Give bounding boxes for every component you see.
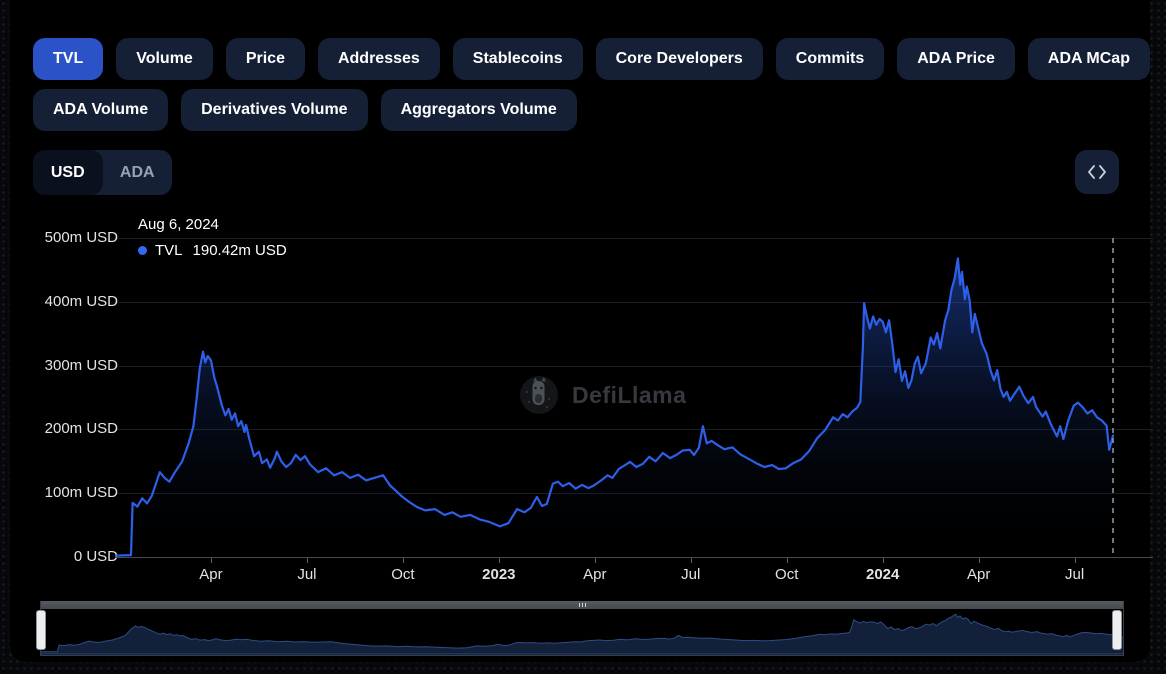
y-axis-label: 300m USD [44, 356, 118, 374]
x-axis-label: Apr [199, 566, 223, 583]
gridline [115, 365, 1153, 367]
tab-stablecoins[interactable]: Stablecoins [452, 38, 583, 80]
x-axis-tick [498, 558, 500, 563]
navigator-right-handle[interactable] [1112, 610, 1122, 650]
llama-logo-icon [520, 376, 558, 414]
y-axis-label: 0 USD [73, 548, 118, 565]
denomination-option-usd[interactable]: USD [33, 150, 103, 195]
chart-tooltip: Aug 6, 2024 TVL 190.42m USD [138, 216, 287, 259]
x-axis-tick [210, 558, 212, 563]
x-axis-tick [978, 558, 980, 563]
tab-addresses[interactable]: Addresses [317, 38, 440, 80]
tab-ada-volume[interactable]: ADA Volume [33, 89, 169, 131]
tab-derivatives-volume[interactable]: Derivatives Volume [181, 89, 368, 131]
tab-volume[interactable]: Volume [116, 38, 213, 80]
x-axis-label: Oct [391, 566, 415, 583]
y-axis-label: 200m USD [44, 420, 118, 438]
denomination-toggle: USD ADA [33, 150, 172, 195]
code-embed-icon [1088, 165, 1106, 179]
navigator-left-handle[interactable] [36, 610, 46, 650]
tab-ada-mcap[interactable]: ADA MCap [1027, 38, 1150, 80]
tab-core-developers[interactable]: Core Developers [595, 38, 763, 80]
x-axis-tick [306, 558, 308, 563]
gridline [115, 238, 1153, 239]
x-axis-tick [594, 558, 596, 563]
x-axis-label: Apr [583, 566, 607, 583]
tab-commits[interactable]: Commits [775, 38, 885, 80]
gridline [115, 429, 1153, 431]
tooltip-series-label: TVL [155, 242, 183, 259]
tab-tvl[interactable]: TVL [33, 38, 104, 80]
x-axis-tick [882, 558, 884, 563]
denomination-option-ada[interactable]: ADA [119, 163, 155, 181]
x-axis-tick [402, 558, 404, 563]
tooltip-date: Aug 6, 2024 [138, 216, 219, 233]
tab-price[interactable]: Price [225, 38, 305, 80]
y-axis-label: 500m USD [44, 229, 118, 246]
x-axis-line [115, 557, 1153, 558]
x-axis-label: 2024 [866, 566, 900, 583]
navigator-right-edge [1123, 601, 1124, 656]
x-axis-label: Oct [775, 566, 799, 583]
x-axis-label: Apr [966, 566, 991, 583]
watermark-brand-text: DefiLlama [572, 381, 687, 408]
tab-aggregators-volume[interactable]: Aggregators Volume [380, 89, 577, 131]
tooltip-value: 190.42m USD [192, 242, 287, 259]
x-axis-tick [786, 558, 788, 563]
metric-tabs-row1: TVL Volume Price Addresses Stablecoins Core D… [33, 38, 1150, 80]
x-axis-label: Jul [1065, 566, 1085, 583]
x-axis-tick [1074, 558, 1076, 563]
x-axis-label: Jul [681, 566, 701, 583]
tvl-area-chart[interactable] [115, 238, 1153, 557]
metric-tabs-row2: ADA Volume Derivatives Volume Aggregators … [33, 89, 577, 131]
tab-ada-price[interactable]: ADA Price [897, 38, 1015, 80]
x-axis-label: 2023 [482, 566, 516, 583]
navigator-scrollbar[interactable] [40, 601, 1124, 609]
y-axis-label: 400m USD [44, 292, 118, 310]
navigator-baseline [40, 655, 1124, 656]
navigator-mini-chart[interactable] [40, 609, 1124, 655]
embed-chart-button[interactable] [1075, 150, 1119, 194]
x-axis-label: Jul [297, 566, 317, 583]
gridline [115, 301, 1153, 303]
chart-card: TVL Volume Price Addresses Stablecoins Core D… [10, 0, 1153, 662]
x-axis-tick [690, 558, 692, 563]
y-axis-label: 100m USD [44, 484, 118, 502]
defillama-watermark: DefiLlama [518, 374, 686, 416]
series-dot-icon [138, 246, 147, 255]
